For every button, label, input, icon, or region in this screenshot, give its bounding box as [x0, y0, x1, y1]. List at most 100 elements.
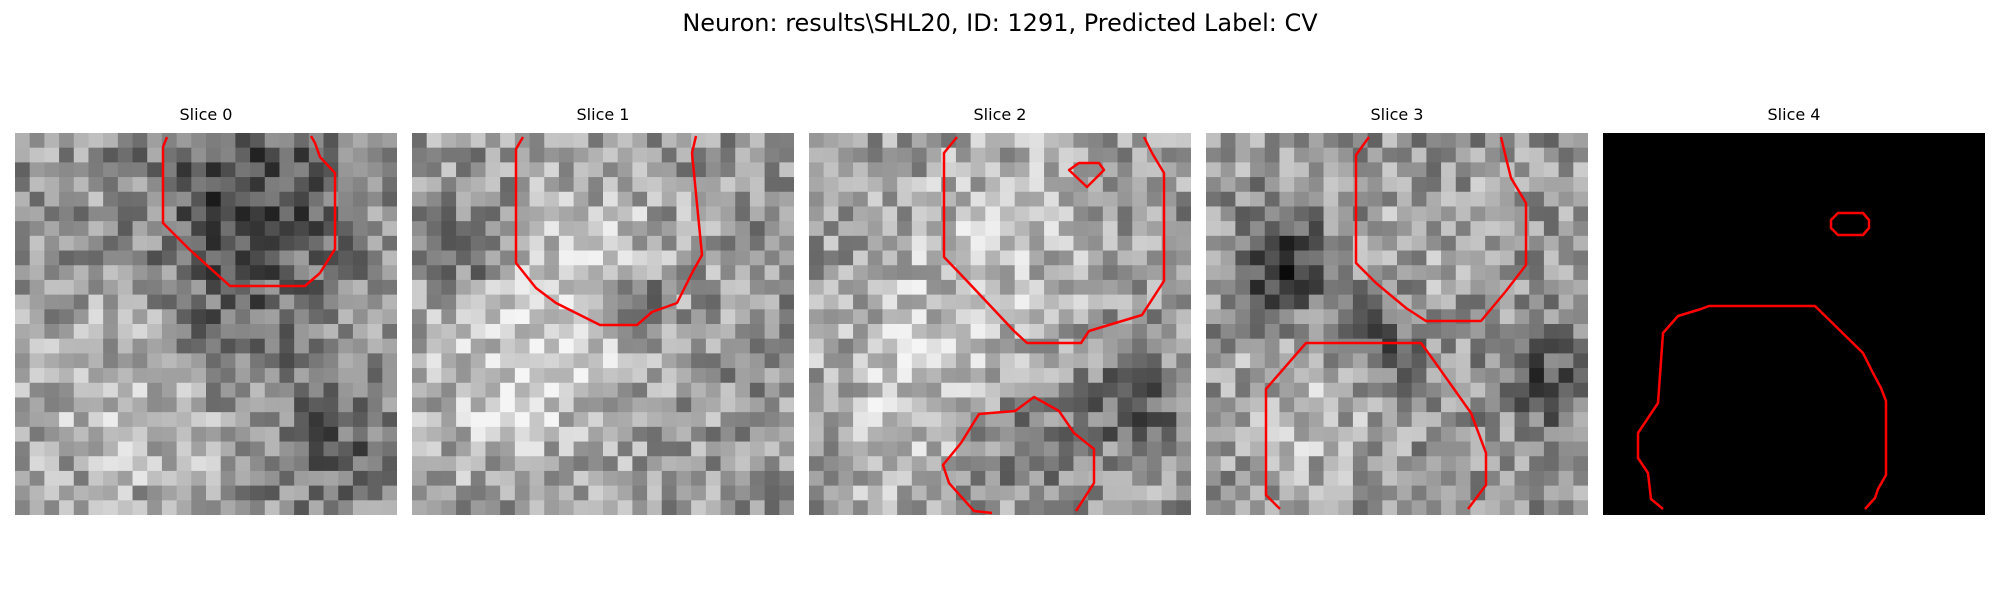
- image-pixel: [544, 324, 560, 340]
- image-pixel: [323, 426, 339, 443]
- image-pixel: [1426, 485, 1442, 501]
- image-pixel: [264, 206, 281, 222]
- image-pixel: [647, 456, 663, 472]
- image-pixel: [1499, 368, 1516, 384]
- image-pixel: [161, 324, 178, 340]
- image-pixel: [382, 368, 397, 384]
- image-pixel: [1044, 294, 1060, 310]
- image-pixel: [1426, 382, 1442, 399]
- image-pixel: [1308, 441, 1325, 457]
- image-pixel: [176, 279, 192, 296]
- image-pixel: [970, 265, 986, 281]
- image-pixel: [382, 265, 397, 281]
- image-pixel: [882, 294, 898, 310]
- image-pixel: [617, 353, 633, 369]
- image-pixel: [59, 338, 75, 354]
- image-pixel: [1352, 470, 1369, 487]
- image-pixel: [1250, 294, 1266, 310]
- image-pixel: [617, 338, 633, 354]
- image-pixel: [1146, 353, 1163, 369]
- image-pixel: [1014, 500, 1030, 515]
- image-pixel: [1176, 294, 1191, 310]
- image-pixel: [1308, 294, 1325, 310]
- image-pixel: [720, 456, 736, 472]
- image-pixel: [15, 147, 31, 163]
- image-pixel: [117, 368, 134, 384]
- image-pixel: [1485, 191, 1501, 208]
- image-pixel: [1485, 368, 1501, 384]
- image-pixel: [970, 147, 986, 163]
- image-pixel: [15, 441, 31, 457]
- image-pixel: [1514, 338, 1530, 354]
- image-pixel: [632, 470, 648, 487]
- image-pixel: [73, 412, 90, 428]
- image-pixel: [544, 485, 560, 501]
- image-pixel: [294, 441, 310, 457]
- image-pixel: [1161, 133, 1177, 149]
- image-pixel: [117, 309, 134, 325]
- image-pixel: [1146, 162, 1163, 178]
- image-pixel: [558, 221, 575, 237]
- image-pixel: [382, 353, 397, 369]
- image-pixel: [603, 324, 619, 340]
- image-pixel: [338, 147, 354, 163]
- image-pixel: [1058, 441, 1075, 457]
- image-pixel: [514, 382, 531, 399]
- image-pixel: [1044, 279, 1060, 296]
- image-pixel: [382, 235, 397, 252]
- image-pixel: [1235, 147, 1251, 163]
- image-pixel: [1294, 265, 1310, 281]
- image-pixel: [1426, 221, 1442, 237]
- image-pixel: [264, 177, 281, 193]
- image-pixel: [911, 221, 928, 237]
- image-pixel: [1294, 397, 1310, 413]
- image-pixel: [176, 456, 192, 472]
- image-pixel: [88, 382, 104, 399]
- image-pixel: [29, 279, 45, 296]
- image-pixel: [1132, 412, 1148, 428]
- image-pixel: [647, 338, 663, 354]
- image-pixel: [955, 235, 972, 252]
- image-pixel: [1250, 368, 1266, 384]
- image-pixel: [514, 177, 531, 193]
- image-pixel: [764, 147, 780, 163]
- image-pixel: [1073, 191, 1089, 208]
- image-pixel: [823, 500, 839, 515]
- image-pixel: [1323, 309, 1339, 325]
- image-pixel: [867, 133, 884, 149]
- image-pixel: [647, 250, 663, 266]
- image-pixel: [15, 191, 31, 208]
- image-pixel: [1250, 412, 1266, 428]
- image-pixel: [573, 294, 589, 310]
- image-pixel: [1470, 456, 1486, 472]
- image-pixel: [1352, 324, 1369, 340]
- image-pixel: [1117, 456, 1133, 472]
- image-pixel: [235, 235, 251, 252]
- image-pixel: [882, 441, 898, 457]
- image-pixel: [235, 485, 251, 501]
- image-pixel: [1220, 485, 1236, 501]
- image-pixel: [1529, 294, 1545, 310]
- image-pixel: [250, 456, 266, 472]
- image-pixel: [1000, 382, 1016, 399]
- image-pixel: [985, 500, 1001, 515]
- slice-2-contour-bottom: [941, 395, 1096, 515]
- image-pixel: [1514, 412, 1530, 428]
- image-pixel: [382, 309, 397, 325]
- image-pixel: [853, 426, 869, 443]
- image-pixel: [294, 191, 310, 208]
- image-pixel: [1470, 250, 1486, 266]
- image-pixel: [1117, 382, 1133, 399]
- image-pixel: [617, 368, 633, 384]
- image-pixel: [323, 353, 339, 369]
- image-pixel: [1088, 250, 1104, 266]
- image-pixel: [1176, 279, 1191, 296]
- image-pixel: [749, 309, 766, 325]
- image-pixel: [470, 426, 487, 443]
- image-pixel: [661, 368, 678, 384]
- image-pixel: [1220, 382, 1236, 399]
- image-pixel: [485, 353, 501, 369]
- image-pixel: [691, 294, 707, 310]
- image-pixel: [1441, 206, 1457, 222]
- image-pixel: [809, 382, 825, 399]
